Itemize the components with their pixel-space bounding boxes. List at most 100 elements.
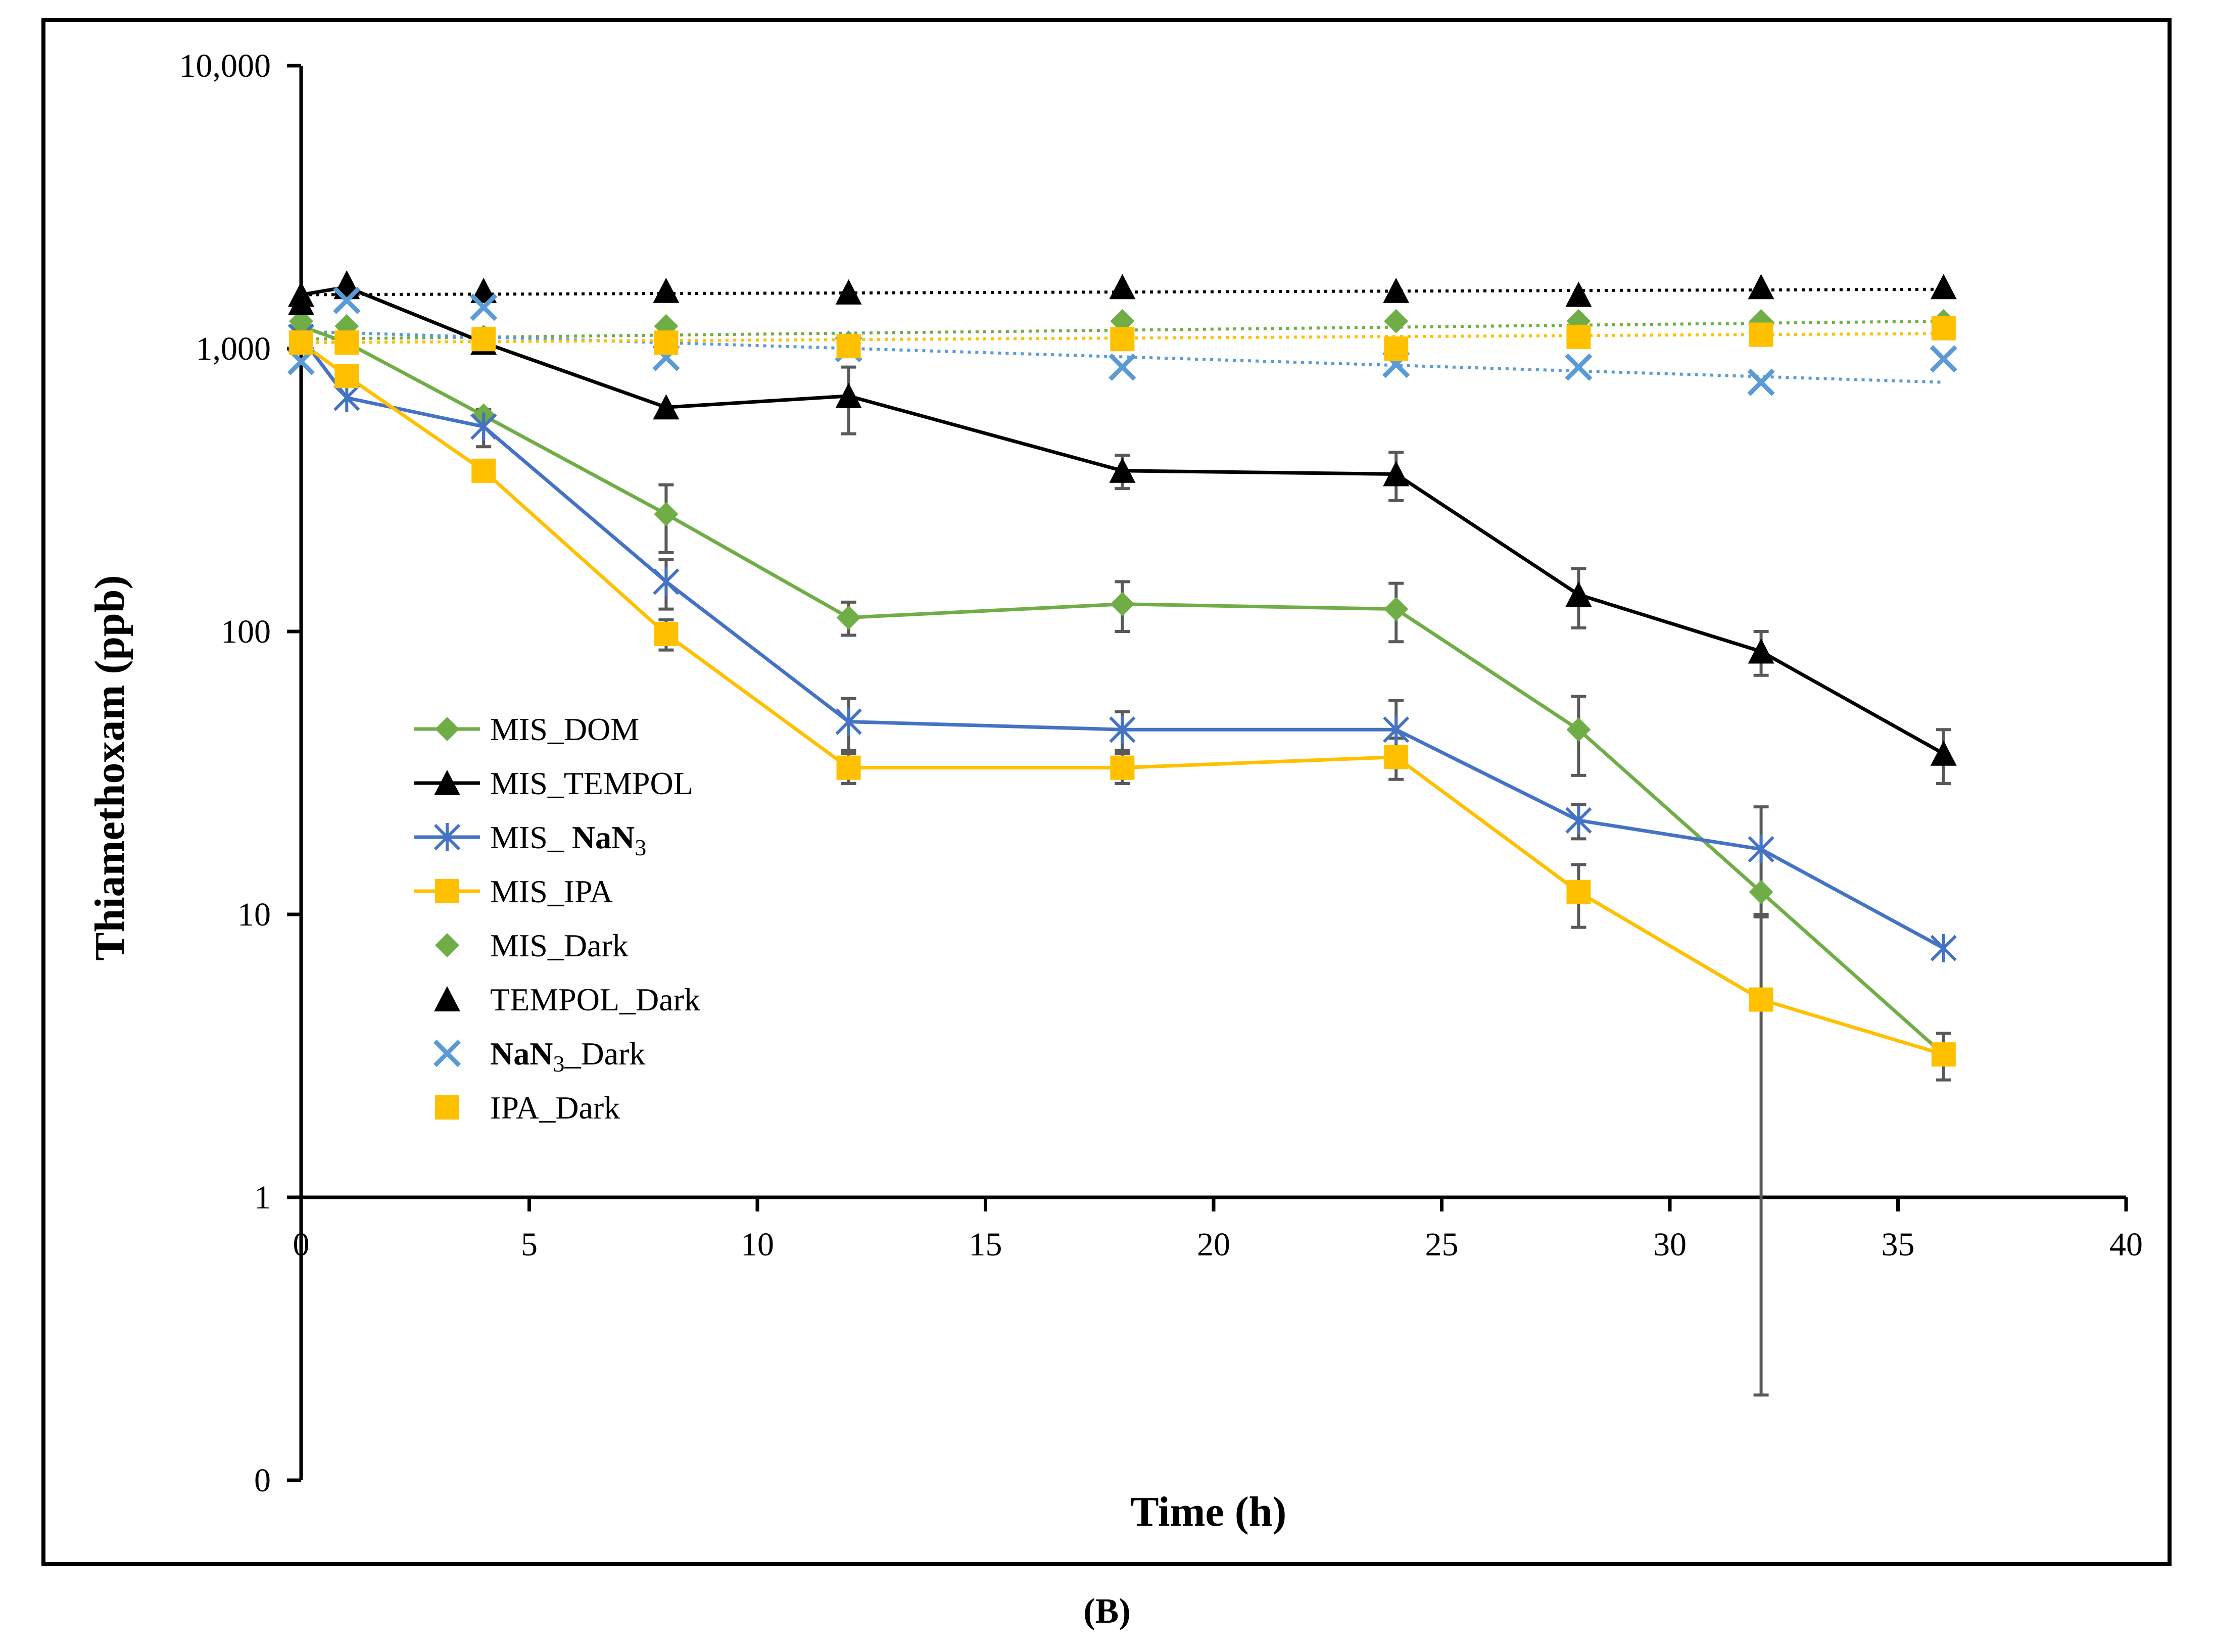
point-mis_dom <box>1566 717 1591 742</box>
point-mis_dom <box>654 502 679 526</box>
point-mis_tempol <box>1748 638 1774 664</box>
point-mis_nan3 <box>1748 835 1774 863</box>
y-tick-label: 1,000 <box>196 330 271 367</box>
legend-marker-mis_ipa <box>435 879 459 903</box>
x-tick-label: 10 <box>741 1226 774 1263</box>
point-mis_tempol <box>1565 581 1592 607</box>
y-tick-label: 100 <box>221 613 271 650</box>
point-nan3_dark <box>1109 353 1136 381</box>
point-mis_tempol <box>835 382 862 408</box>
legend-marker-mis_nan3 <box>434 823 461 851</box>
caption-open: ( <box>1083 1592 1095 1631</box>
point-tempol_dark <box>1383 277 1410 303</box>
point-mis_ipa <box>1110 755 1135 780</box>
legend-label-mis_dark: MIS_Dark <box>490 928 629 963</box>
legend-marker-ipa_dark <box>435 1095 459 1120</box>
point-mis_ipa <box>1384 745 1409 769</box>
legend-marker-tempol_dark <box>434 986 460 1011</box>
legend-marker-mis_dom <box>435 717 459 741</box>
x-tick-label: 15 <box>969 1226 1002 1263</box>
y-tick-label: 10 <box>237 896 271 933</box>
point-nan3_dark <box>470 293 498 321</box>
legend-label-ipa_dark: IPA_Dark <box>490 1090 620 1126</box>
point-mis_nan3 <box>1109 715 1136 744</box>
point-ipa_dark <box>334 330 359 355</box>
point-nan3_dark <box>333 286 361 314</box>
point-nan3_dark <box>1930 345 1957 373</box>
point-tempol_dark <box>835 279 862 305</box>
y-tick-label: 10,000 <box>179 47 271 84</box>
point-ipa_dark <box>1749 322 1773 347</box>
point-mis_nan3 <box>333 383 360 412</box>
legend-label-mis_tempol: MIS_TEMPOL <box>490 765 693 801</box>
point-ipa_dark <box>471 327 496 352</box>
point-mis_dom <box>1384 597 1409 621</box>
point-ipa_dark <box>836 334 861 359</box>
point-mis_nan3 <box>835 707 862 736</box>
point-mis_nan3 <box>1930 934 1957 962</box>
point-mis_ipa <box>836 755 861 780</box>
legend-label-mis_ipa: MIS_IPA <box>490 873 613 909</box>
point-ipa_dark <box>289 330 313 355</box>
point-mis_nan3 <box>470 412 497 441</box>
caption-letter: B <box>1095 1592 1119 1631</box>
point-mis_tempol <box>1109 457 1136 483</box>
point-mis_tempol <box>1383 461 1410 487</box>
point-mis_ipa <box>1931 1042 1956 1067</box>
point-mis_tempol <box>653 394 680 420</box>
caption-close: ) <box>1119 1592 1131 1631</box>
point-tempol_dark <box>1565 281 1592 307</box>
x-tick-label: 20 <box>1197 1226 1230 1263</box>
legend-label-nan3_dark: NaN3_Dark <box>490 1036 645 1077</box>
x-axis-title: Time (h) <box>1131 1488 1287 1535</box>
point-nan3_dark <box>1747 368 1775 396</box>
point-ipa_dark <box>654 330 679 355</box>
point-mis_nan3 <box>1383 715 1410 744</box>
x-tick-label: 35 <box>1882 1226 1915 1263</box>
point-mis_dom <box>1110 592 1135 616</box>
point-mis_ipa <box>471 458 496 483</box>
point-tempol_dark <box>1109 274 1136 300</box>
legend-marker-mis_tempol <box>434 770 460 795</box>
point-tempol_dark <box>1930 274 1957 300</box>
point-mis_nan3 <box>1565 806 1592 835</box>
x-tick-label: 40 <box>2109 1226 2143 1263</box>
point-nan3_dark <box>1565 353 1593 381</box>
point-mis_dom <box>1749 880 1773 904</box>
x-tick-label: 0 <box>293 1226 310 1263</box>
figure-caption: (B) <box>0 1591 2214 1632</box>
point-ipa_dark <box>1384 336 1409 361</box>
x-tick-label: 25 <box>1425 1226 1459 1263</box>
point-tempol_dark <box>470 277 497 303</box>
series-line-mis_dom <box>300 324 1945 1056</box>
point-mis_ipa <box>334 364 359 388</box>
y-axis-title: Thiamethoxam (ppb) <box>86 575 133 960</box>
point-mis_ipa <box>1749 987 1773 1012</box>
series-line-mis_nan3 <box>300 335 1945 950</box>
point-tempol_dark <box>333 270 360 296</box>
point-mis_ipa <box>1566 880 1591 904</box>
series-line-mis_tempol <box>301 285 1945 755</box>
point-mis_ipa <box>654 621 679 646</box>
point-mis_dark <box>1384 309 1409 333</box>
point-mis_dark <box>289 309 313 333</box>
point-mis_nan3 <box>653 567 680 596</box>
point-tempol_dark <box>1748 274 1774 300</box>
point-mis_dom <box>836 605 861 630</box>
chart-frame <box>41 18 2172 1566</box>
point-ipa_dark <box>1110 327 1135 352</box>
point-tempol_dark <box>288 289 314 315</box>
legend-label-tempol_dark: TEMPOL_Dark <box>490 982 700 1017</box>
legend-marker-mis_dark <box>435 933 459 957</box>
x-tick-label: 30 <box>1653 1226 1687 1263</box>
legend-label-mis_nan3: MIS_ NaN3 <box>490 819 646 860</box>
x-tick-label: 5 <box>521 1226 538 1263</box>
legend-label-mis_dom: MIS_DOM <box>490 711 639 747</box>
y-tick-label: 0 <box>254 1462 271 1499</box>
y-tick-label: 1 <box>254 1179 271 1216</box>
point-ipa_dark <box>1566 324 1591 349</box>
point-tempol_dark <box>653 277 680 303</box>
series-line-mis_ipa <box>300 341 1944 1056</box>
point-ipa_dark <box>1931 316 1956 341</box>
